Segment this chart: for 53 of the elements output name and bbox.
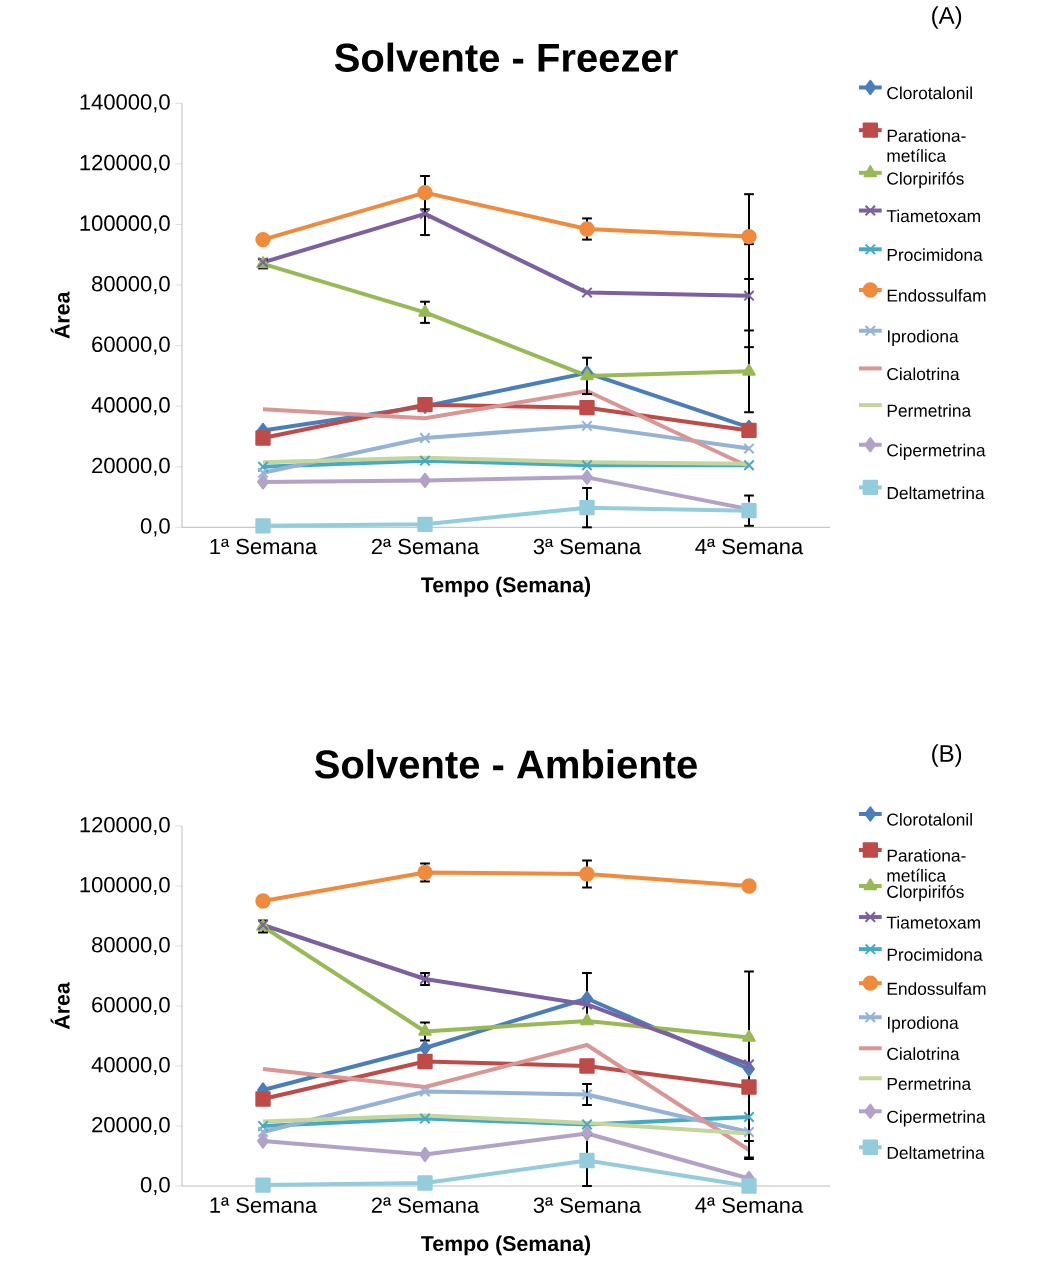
legend-label: Iprodiona (887, 1016, 959, 1033)
x-axis-title: Tempo (Semana) (421, 1235, 591, 1256)
x-tick-label: 1ª Semana (210, 538, 318, 555)
y-tick-label: 60000,0 (92, 996, 170, 1016)
y-tick-label: 100000,0 (80, 215, 170, 234)
y-tick-label: 80000,0 (92, 275, 170, 295)
chart-title: Solvente - Freezer (334, 42, 678, 72)
legend-label: Endossulfam (887, 982, 986, 995)
legend-label: Parationa-metílica (887, 129, 966, 162)
chart-title: Solvente - Ambiente (314, 749, 697, 779)
y-tick-label: 20000,0 (92, 457, 170, 476)
text: (B) (932, 744, 962, 767)
legend-label: Cialotrina (887, 1047, 960, 1061)
x-tick-label: 1ª Semana (210, 1197, 318, 1213)
legend-label: Permetrina (887, 1077, 972, 1091)
legend-label: Tiametoxam (886, 209, 980, 223)
legend-label: Clorpirifós (887, 171, 964, 189)
legend-label: Permetrina (887, 404, 972, 417)
y-tick-label: 120000,0 (80, 816, 170, 836)
legend-label: Deltametrina (887, 486, 985, 500)
legend-label: Cipermetrina (887, 443, 986, 460)
y-tick-label: 120000,0 (80, 154, 170, 173)
legend-label: Clorotalonil (887, 812, 972, 826)
y-axis-title: Área (50, 291, 70, 339)
y-tick-label: 40000,0 (91, 1056, 170, 1076)
legend-label: Iprodiona (887, 329, 959, 346)
x-axis-title: Tempo (Semana) (421, 576, 591, 597)
y-axis-title: Área (50, 982, 70, 1030)
legend-label: Deltametrina (887, 1146, 985, 1160)
y-tick-label: 100000,0 (80, 876, 170, 896)
legend-label: Cialotrina (887, 367, 960, 381)
legend-label: Clorotalonil (887, 86, 972, 100)
x-tick-label: 3ª Semana (533, 1197, 642, 1213)
y-tick-label: 0,0 (140, 518, 170, 537)
legend-label: Procimidona (887, 948, 983, 961)
legend-label: Clorpirifós (887, 885, 964, 902)
y-tick-label: 0,0 (140, 1176, 170, 1196)
x-tick-label: 3ª Semana (533, 538, 642, 555)
x-tick-label: 2ª Semana (371, 1197, 480, 1213)
y-tick-label: 60000,0 (92, 336, 170, 355)
legend-label: Endossulfam (887, 289, 986, 302)
x-tick-label: 4ª Semana (695, 1197, 804, 1213)
y-tick-label: 140000,0 (80, 94, 170, 113)
y-tick-label: 20000,0 (92, 1116, 170, 1136)
x-tick-label: 4ª Semana (695, 538, 804, 555)
legend-label: Tiametoxam (886, 916, 980, 929)
y-tick-label: 80000,0 (92, 936, 170, 956)
text: (A) (932, 6, 962, 29)
legend-label: Parationa-metílica (887, 848, 966, 882)
y-tick-label: 40000,0 (91, 397, 170, 416)
legend-label: Cipermetrina (887, 1110, 986, 1127)
x-tick-label: 2ª Semana (371, 538, 480, 555)
legend-label: Procimidona (887, 248, 983, 262)
